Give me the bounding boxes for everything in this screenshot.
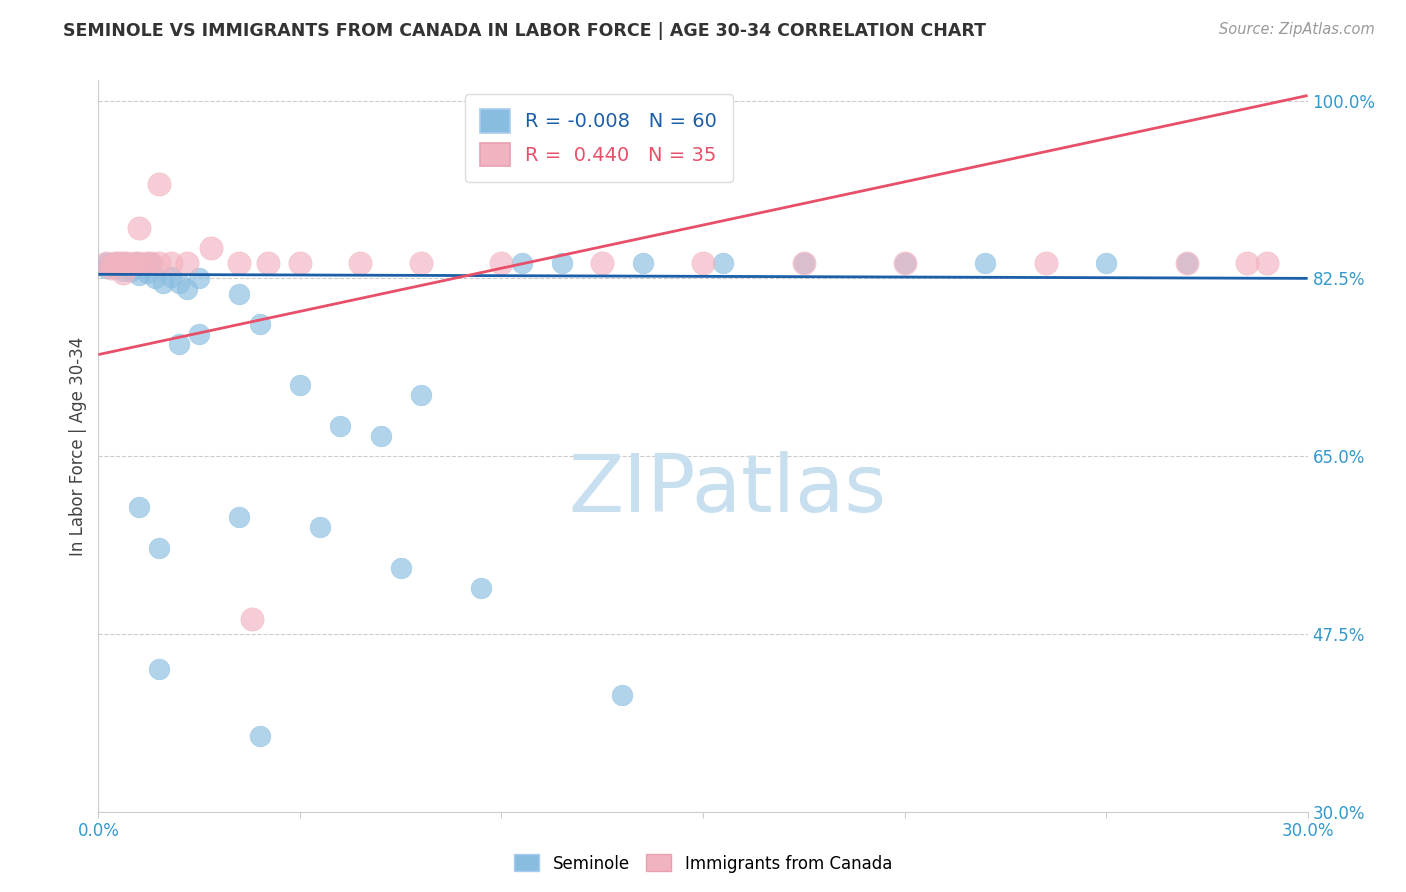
Point [1095, 256, 1118, 270]
Point [107, 256, 129, 270]
Legend: Seminole, Immigrants from Canada: Seminole, Immigrants from Canada [508, 847, 898, 880]
Point [132, 256, 155, 270]
Point [100, 261, 122, 276]
Point [349, 256, 371, 270]
Point [96, 256, 118, 270]
Text: ZIPatlas: ZIPatlas [568, 450, 886, 529]
Point [111, 256, 134, 270]
Point [120, 264, 142, 278]
Legend: R = -0.008   N = 60, R =  0.440   N = 35: R = -0.008 N = 60, R = 0.440 N = 35 [465, 94, 733, 182]
Point [1175, 256, 1198, 270]
Point [1256, 256, 1278, 270]
Point [107, 256, 129, 270]
Point [288, 256, 311, 270]
Point [152, 277, 174, 291]
Point [103, 256, 125, 270]
Point [107, 256, 129, 270]
Point [329, 418, 352, 433]
Point [692, 256, 714, 270]
Point [370, 429, 392, 443]
Point [893, 256, 915, 270]
Point [288, 378, 311, 392]
Point [148, 541, 170, 555]
Point [793, 256, 815, 270]
Point [510, 256, 533, 270]
Point [111, 266, 134, 280]
Point [409, 256, 432, 270]
Point [228, 256, 250, 270]
Point [128, 256, 150, 270]
Point [96, 261, 118, 276]
Point [148, 663, 170, 677]
Text: Source: ZipAtlas.com: Source: ZipAtlas.com [1219, 22, 1375, 37]
Point [228, 286, 250, 301]
Point [96, 256, 118, 270]
Point [135, 256, 157, 270]
Point [974, 256, 997, 270]
Point [128, 220, 150, 235]
Y-axis label: In Labor Force | Age 30-34: In Labor Force | Age 30-34 [69, 336, 87, 556]
Point [103, 256, 125, 270]
Point [128, 268, 150, 283]
Point [470, 581, 492, 595]
Point [309, 520, 332, 534]
Text: SEMINOLE VS IMMIGRANTS FROM CANADA IN LABOR FORCE | AGE 30-34 CORRELATION CHART: SEMINOLE VS IMMIGRANTS FROM CANADA IN LA… [63, 22, 986, 40]
Point [111, 256, 134, 270]
Point [631, 256, 654, 270]
Point [103, 261, 125, 276]
Point [389, 561, 412, 575]
Point [128, 256, 150, 270]
Point [111, 264, 134, 278]
Point [176, 281, 198, 295]
Point [249, 317, 271, 331]
Point [200, 241, 222, 255]
Point [711, 256, 734, 270]
Point [1175, 256, 1198, 270]
Point [120, 256, 142, 270]
Point [249, 729, 271, 743]
Point [409, 388, 432, 402]
Point [188, 271, 211, 285]
Point [591, 256, 613, 270]
Point [139, 256, 162, 270]
Point [160, 270, 183, 285]
Point [135, 266, 157, 280]
Point [120, 258, 142, 272]
Point [139, 256, 162, 270]
Point [491, 256, 513, 270]
Point [115, 256, 138, 270]
Point [148, 256, 170, 270]
Point [128, 258, 150, 272]
Point [256, 256, 278, 270]
Point [188, 327, 211, 342]
Point [893, 256, 915, 270]
Point [1236, 256, 1258, 270]
Point [176, 256, 198, 270]
Point [100, 258, 122, 272]
Point [148, 177, 170, 191]
Point [612, 688, 634, 702]
Point [124, 256, 146, 270]
Point [135, 256, 157, 270]
Point [793, 256, 815, 270]
Point [167, 277, 190, 291]
Point [100, 256, 122, 270]
Point [103, 256, 125, 270]
Point [115, 256, 138, 270]
Point [551, 256, 574, 270]
Point [143, 271, 166, 285]
Point [128, 500, 150, 514]
Point [111, 256, 134, 270]
Point [124, 256, 146, 270]
Point [115, 258, 138, 272]
Point [1035, 256, 1057, 270]
Point [240, 612, 263, 626]
Point [160, 256, 183, 270]
Point [167, 337, 190, 351]
Point [228, 510, 250, 524]
